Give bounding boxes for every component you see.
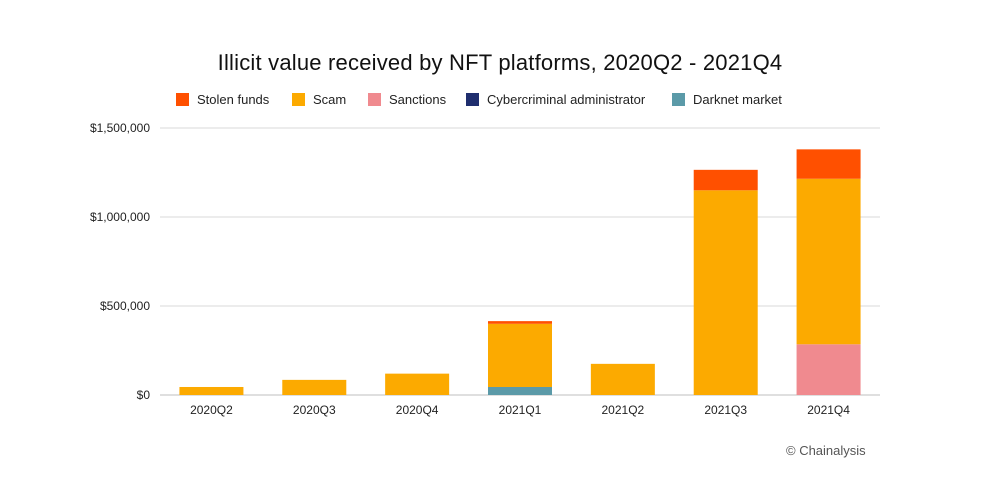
legend-swatch-cybercriminal-administrator — [466, 92, 479, 106]
x-tick-label: 2021Q4 — [807, 403, 850, 417]
legend-label-stolen-funds: Stolen funds — [197, 91, 270, 107]
bar-segment-stolen-funds — [796, 149, 861, 179]
x-tick-label: 2021Q1 — [499, 403, 542, 417]
legend-swatch-darknet-market — [672, 92, 685, 106]
bar-segment-scam — [693, 190, 758, 395]
legend-item-darknet-market: Darknet market — [672, 89, 782, 109]
chart-title: Illicit value received by NFT platforms,… — [217, 50, 783, 75]
bar-segment-scam — [796, 178, 861, 345]
x-tick-label: 2020Q2 — [190, 403, 233, 417]
legend-label-darknet-market: Darknet market — [693, 91, 782, 107]
legend-swatch-scam — [292, 92, 305, 106]
bar-segment-scam — [179, 386, 244, 395]
x-tick-label: 2021Q2 — [602, 403, 645, 417]
legend-label-sanctions: Sanctions — [389, 91, 447, 107]
bar-segment-scam — [590, 363, 655, 395]
legend-label-cybercriminal-administrator: Cybercriminal administrator — [487, 91, 646, 107]
legend-item-stolen-funds: Stolen funds — [176, 89, 269, 109]
chart-legend: Stolen funds Scam Sanctions Cybercrimina… — [0, 89, 1000, 109]
bar-segment-scam — [488, 323, 552, 387]
bar-segment-scam — [385, 373, 450, 395]
x-tick-label: 2021Q3 — [704, 403, 747, 417]
legend-swatch-stolen-funds — [176, 92, 189, 106]
bar-segment-scam — [282, 379, 347, 395]
y-tick-label: $1,000,000 — [90, 210, 150, 224]
bar-segment-stolen-funds — [488, 321, 552, 324]
legend-swatch-sanctions — [368, 92, 381, 106]
y-tick-label: $1,500,000 — [90, 121, 150, 135]
bar-segment-darknet-market — [488, 386, 552, 395]
y-tick-label: $500,000 — [100, 299, 150, 313]
source-credit: © Chainalysis — [786, 443, 866, 458]
legend-item-sanctions: Sanctions — [368, 89, 446, 109]
legend-item-scam: Scam — [292, 89, 346, 109]
x-tick-label: 2020Q4 — [396, 403, 439, 417]
legend-label-scam: Scam — [313, 91, 347, 107]
x-tick-label: 2020Q3 — [293, 403, 336, 417]
y-tick-label: $0 — [137, 388, 151, 402]
bar-segment-sanctions — [796, 344, 861, 395]
legend-item-cybercriminal-administrator: Cybercriminal administrator — [466, 89, 645, 109]
bar-segment-stolen-funds — [693, 169, 758, 191]
